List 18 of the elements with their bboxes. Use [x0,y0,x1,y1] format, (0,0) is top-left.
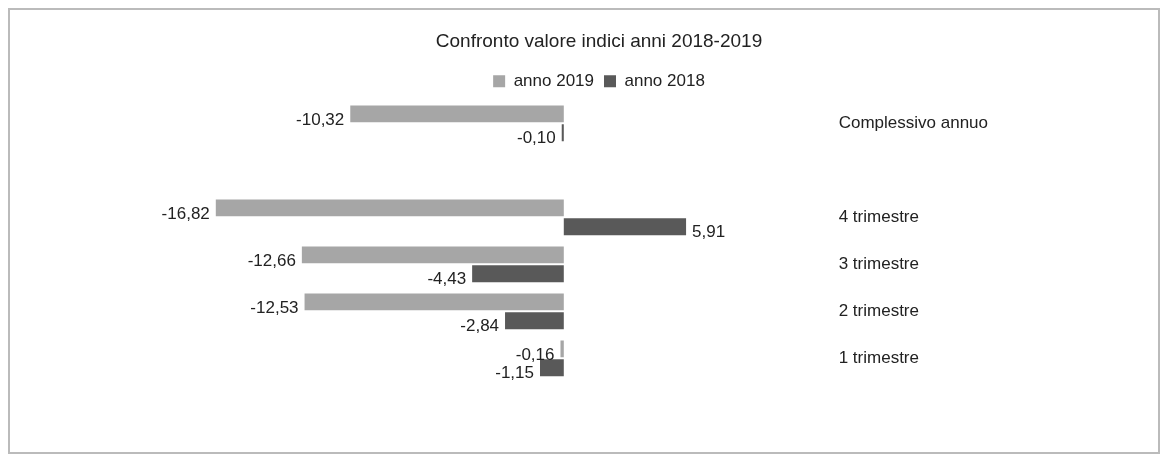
y-tick-label: 2 trimestre [838,300,919,320]
data-label: -12,53 [250,297,299,317]
data-label: -4,43 [427,269,467,289]
y-tick-label: 4 trimestre [838,206,919,226]
legend-label: anno 2019 [513,70,595,90]
y-tick-label: Complessivo annuo [838,112,989,132]
y-tick-label: 1 trimestre [838,347,919,367]
data-label: -0,16 [515,344,555,364]
data-label: -1,15 [495,363,534,383]
chart-title: Confronto valore indici anni 2018-2019 [435,29,763,51]
data-label: 5,91 [692,222,726,242]
data-label: -0,10 [516,128,556,148]
data-label: -2,84 [460,316,500,336]
data-label: -16,82 [161,203,210,223]
legend-label: anno 2018 [624,70,705,90]
data-label: -12,66 [247,250,296,270]
y-tick-label: 3 trimestre [838,253,919,273]
data-label: -10,32 [296,109,345,129]
